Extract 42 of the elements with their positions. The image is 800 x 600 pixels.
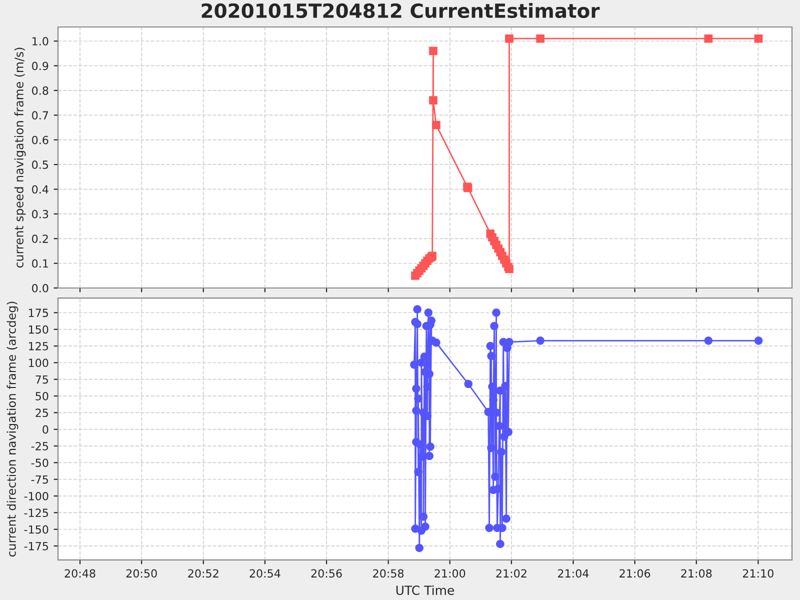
y-tick-label: 125 (28, 342, 48, 350)
y-tick-label: -175 (24, 542, 48, 550)
x-tick-label: 21:06 (620, 569, 650, 578)
x-tick-label: 20:50 (126, 569, 157, 578)
x-tick-label: 21:04 (558, 569, 589, 578)
y-tick-label: -100 (24, 492, 48, 500)
x-tick-label: 20:52 (188, 569, 218, 578)
y-tick-label: 0.3 (32, 210, 48, 218)
y-tick-label: -125 (24, 508, 48, 518)
y-tick-label: -150 (24, 525, 48, 534)
y-tick-label: 0.1 (32, 259, 48, 268)
x-tick-label: 20:54 (250, 569, 280, 578)
x-tick-label: 21:10 (742, 569, 774, 578)
y-tick-label: -25 (31, 442, 48, 450)
y-tick-label: 0.2 (32, 234, 48, 243)
y-tick-label: -75 (31, 475, 48, 484)
x-tick-label: 20:56 (311, 569, 342, 578)
y-axis-title: current direction navigation frame (arcdeg) (6, 302, 18, 557)
x-tick-label: 21:00 (434, 569, 466, 578)
x-tick-label: 20:48 (64, 569, 96, 578)
y-tick-label: 150 (28, 325, 48, 334)
y-tick-label: 0.6 (32, 136, 48, 144)
y-tick-label: 50 (36, 392, 48, 400)
x-tick-label: 21:02 (496, 569, 526, 578)
x-tick-label: 21:08 (681, 569, 712, 578)
y-tick-label: 0.7 (32, 111, 48, 120)
y-tick-label: 0.0 (32, 284, 48, 292)
y-tick-label: 0.9 (32, 62, 48, 70)
y-tick-label: 25 (36, 408, 48, 418)
y-tick-label: 1.0 (32, 37, 48, 46)
y-tick-label: 0.5 (32, 160, 48, 169)
y-tick-label: 0.4 (32, 185, 48, 194)
x-axis-title: UTC Time (396, 585, 454, 595)
y-tick-label: 0 (42, 425, 48, 434)
y-tick-label: 0.8 (32, 86, 48, 95)
y-axis-title: current speed navigation frame (m/s) (14, 48, 26, 268)
x-tick-label: 20:58 (373, 569, 404, 578)
y-tick-label: 75 (36, 375, 48, 384)
y-tick-label: 100 (28, 358, 48, 368)
y-tick-label: 175 (28, 308, 48, 318)
chart-title: 20201015T204812 CurrentEstimator (202, 3, 600, 18)
y-tick-label: -50 (31, 458, 48, 468)
